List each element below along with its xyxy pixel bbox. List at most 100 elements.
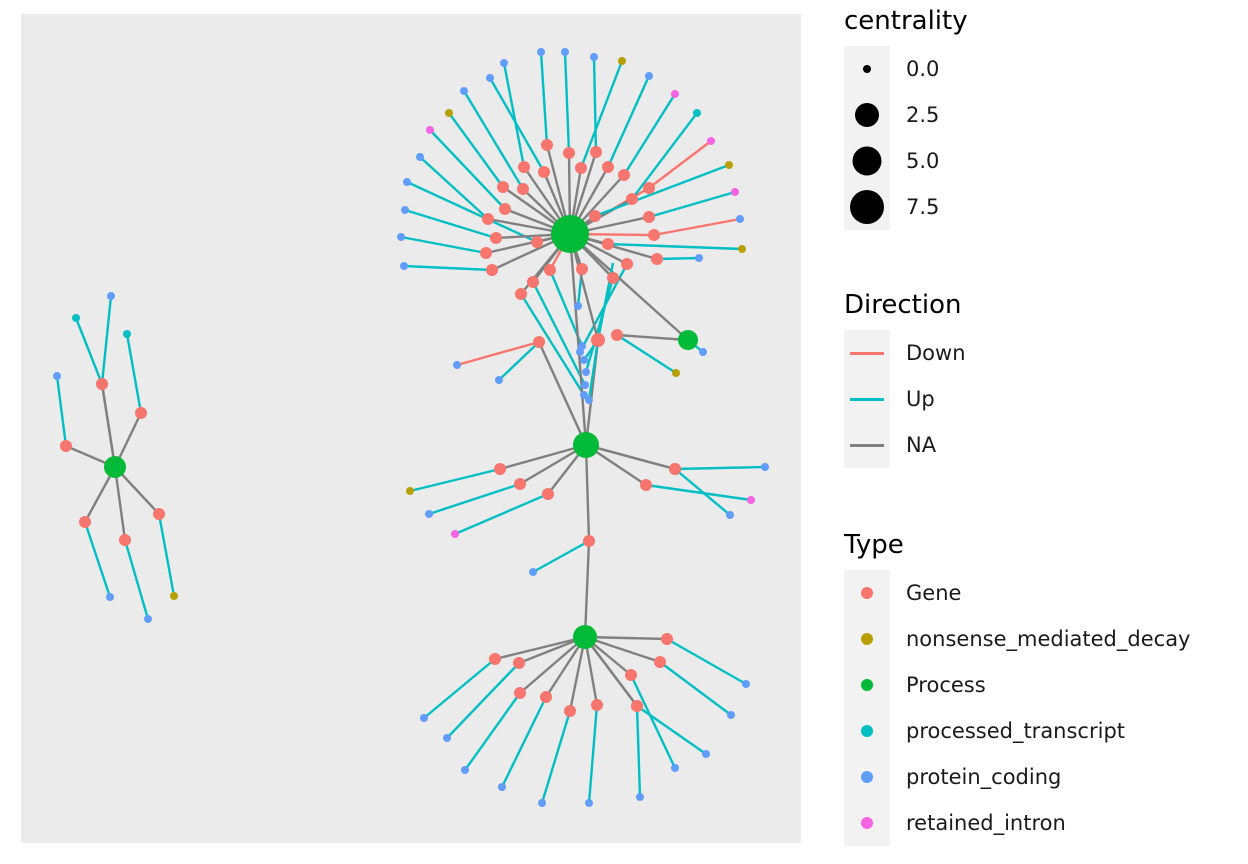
legend-color-key [844, 800, 890, 846]
network-edge [519, 636, 586, 694]
network-edge [629, 674, 677, 769]
network-node-gene [486, 264, 498, 276]
network-node-pc [400, 262, 408, 270]
network-node-proc [573, 625, 597, 649]
network-node-gene [669, 463, 681, 475]
network-edge [579, 60, 624, 169]
legend-type-row: Process [844, 662, 1190, 708]
legend-centrality-row: 2.5 [844, 92, 968, 138]
network-edge [462, 90, 525, 190]
network-node-gene [515, 288, 527, 300]
network-edge [500, 696, 548, 788]
network-edge [584, 635, 661, 664]
network-node-ri [747, 496, 755, 504]
network-edge [464, 692, 521, 771]
network-edge [532, 539, 590, 574]
network-node-ri [451, 530, 459, 538]
network-node-pc [581, 381, 589, 389]
network-node-pc [443, 734, 451, 742]
network-node-pc [495, 376, 503, 384]
network-node-gene [482, 213, 494, 225]
network-node-gene [497, 181, 509, 193]
network-edge [583, 540, 591, 638]
network-node-pt [123, 330, 131, 338]
network-node-proc [104, 456, 126, 478]
network-edge [636, 705, 707, 755]
network-edge [429, 129, 506, 210]
legend-type: Type Gene nonsense_mediated_decay Proces… [844, 528, 1190, 846]
network-edge [74, 317, 104, 385]
network-edge [537, 341, 588, 446]
network-node-gene [564, 705, 576, 717]
network-edge [631, 112, 698, 200]
network-node-proc [678, 330, 698, 350]
network-edge [648, 190, 736, 219]
legend-size-key [844, 46, 890, 92]
network-edge [502, 62, 526, 168]
network-edge [488, 77, 546, 173]
network-edge [539, 51, 549, 146]
type-dot-nmd [861, 633, 873, 645]
network-node-pc [590, 53, 598, 61]
network-node-gene [514, 478, 526, 490]
legend-size-key [844, 92, 890, 138]
network-node-pc [695, 254, 703, 262]
legend-label: Up [906, 387, 935, 411]
network-edge [622, 93, 677, 176]
network-node-gene [489, 653, 501, 665]
network-node-pc [537, 48, 545, 56]
network-node-gene [654, 656, 666, 668]
type-dot-retained-intron [861, 817, 873, 829]
network-node-pc [416, 153, 424, 161]
network-node-gene [513, 657, 525, 669]
network-node-pc [498, 783, 506, 791]
network-node-nmd [672, 369, 680, 377]
network-edge [584, 444, 591, 542]
network-node-gene [531, 236, 543, 248]
network-edge [456, 340, 540, 367]
legend-direction-row: Down [844, 330, 966, 376]
network-edge [606, 75, 651, 168]
network-node-pc [53, 372, 61, 380]
network-edge [454, 492, 549, 536]
network-node-gene [135, 407, 147, 419]
network-node-pc [397, 233, 405, 241]
network-node-pc [574, 302, 582, 310]
type-dot-protein-coding [861, 771, 873, 783]
network-edge [55, 375, 68, 447]
network-edge [125, 333, 143, 414]
network-node-pc [106, 593, 114, 601]
network-node-gene [618, 169, 630, 181]
network-edge [569, 233, 689, 341]
network-node-gene [517, 183, 529, 195]
network-node-pc [736, 215, 744, 223]
network-edge [584, 635, 668, 641]
network-edge [659, 661, 732, 716]
panel-background [21, 14, 801, 843]
network-node-gene [589, 210, 601, 222]
legend-centrality-title: centrality [844, 6, 968, 36]
network-node-pc [403, 178, 411, 186]
legend-type-row: processed_transcript [844, 708, 1190, 754]
legend-centrality-row: 7.5 [844, 184, 968, 230]
network-edge [428, 482, 521, 516]
legend-label: 7.5 [906, 195, 940, 219]
legend-direction-title: Direction [844, 290, 962, 320]
network-node-gene [591, 699, 603, 711]
network-node-nmd [618, 57, 626, 65]
network-edge [584, 277, 615, 373]
network-node-ri [671, 90, 679, 98]
network-node-gene [499, 203, 511, 215]
network-edge [568, 636, 587, 712]
network-edge [499, 443, 587, 471]
network-edge [656, 256, 700, 261]
legend-size-key [844, 184, 890, 230]
network-node-gene [96, 378, 108, 390]
network-node-nmd [406, 487, 414, 495]
network-node-pc [453, 361, 461, 369]
network-node-pc [529, 568, 537, 576]
legend-label: processed_transcript [906, 719, 1126, 743]
legend-label: Process [906, 673, 986, 697]
network-node-gene [60, 440, 72, 452]
legend-type-row: retained_intron [844, 800, 1190, 846]
